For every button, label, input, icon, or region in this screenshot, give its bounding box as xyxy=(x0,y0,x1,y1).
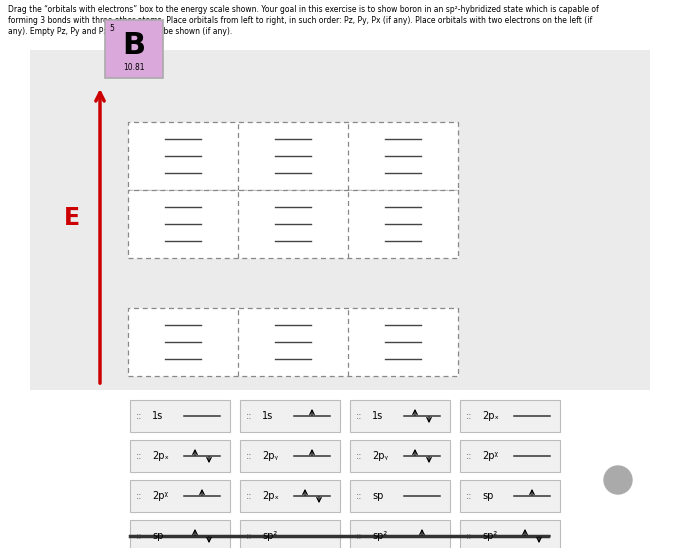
Bar xyxy=(240,440,340,472)
Bar xyxy=(460,480,560,512)
Text: 1s: 1s xyxy=(152,411,163,421)
Bar xyxy=(460,520,560,548)
Text: 5: 5 xyxy=(109,24,114,33)
Text: ::: :: xyxy=(136,451,142,461)
Text: 2pᵧ: 2pᵧ xyxy=(262,451,278,461)
Text: ::: :: xyxy=(356,451,363,461)
Text: 2pₓ: 2pₓ xyxy=(262,491,279,501)
Bar xyxy=(350,480,450,512)
Bar xyxy=(130,400,230,432)
Text: 2pₓ: 2pₓ xyxy=(152,451,169,461)
Text: sp: sp xyxy=(152,531,163,541)
Text: 1s: 1s xyxy=(262,411,273,421)
Text: sp²: sp² xyxy=(482,531,497,541)
Text: forming 3 bonds with three other atoms. Place orbitals from left to right, in su: forming 3 bonds with three other atoms. … xyxy=(8,16,592,25)
Text: ::: :: xyxy=(136,531,142,541)
Text: ::: :: xyxy=(246,411,252,421)
Bar xyxy=(460,440,560,472)
Text: sp: sp xyxy=(372,491,384,501)
Bar xyxy=(30,50,650,390)
Text: sp²: sp² xyxy=(372,531,387,541)
Bar xyxy=(240,400,340,432)
Bar xyxy=(105,20,163,78)
Bar xyxy=(240,480,340,512)
Text: ::: :: xyxy=(136,491,142,501)
Text: 2pᵡ: 2pᵡ xyxy=(482,451,498,461)
Text: 2pᵡ: 2pᵡ xyxy=(152,491,168,501)
Text: ::: :: xyxy=(356,491,363,501)
Bar xyxy=(128,190,458,258)
Bar xyxy=(240,520,340,548)
Text: 2pᵧ: 2pᵧ xyxy=(372,451,388,461)
Bar xyxy=(350,520,450,548)
Text: ::: :: xyxy=(466,411,472,421)
Bar xyxy=(350,440,450,472)
Text: ::: :: xyxy=(466,451,472,461)
Text: sp: sp xyxy=(482,491,493,501)
Text: any). Empty Pz, Py and Px orbitals must be shown (if any).: any). Empty Pz, Py and Px orbitals must … xyxy=(8,27,232,36)
Text: B: B xyxy=(122,31,146,60)
Text: ::: :: xyxy=(246,531,252,541)
Bar xyxy=(130,440,230,472)
Bar xyxy=(128,308,458,376)
Text: 10.81: 10.81 xyxy=(123,63,145,72)
Text: E: E xyxy=(64,206,80,230)
Circle shape xyxy=(604,466,632,494)
Text: 2pₓ: 2pₓ xyxy=(482,411,499,421)
Text: 1s: 1s xyxy=(372,411,384,421)
Text: ::: :: xyxy=(356,411,363,421)
Bar xyxy=(130,520,230,548)
Bar xyxy=(128,122,458,190)
Text: ::: :: xyxy=(466,491,472,501)
Text: ::: :: xyxy=(246,451,252,461)
Text: ::: :: xyxy=(246,491,252,501)
Text: ::: :: xyxy=(136,411,142,421)
Bar xyxy=(130,480,230,512)
Bar xyxy=(460,400,560,432)
Text: ::: :: xyxy=(466,531,472,541)
Bar xyxy=(350,400,450,432)
Text: Drag the “orbitals with electrons” box to the energy scale shown. Your goal in t: Drag the “orbitals with electrons” box t… xyxy=(8,5,598,14)
Text: ::: :: xyxy=(356,531,363,541)
Text: sp²: sp² xyxy=(262,531,277,541)
